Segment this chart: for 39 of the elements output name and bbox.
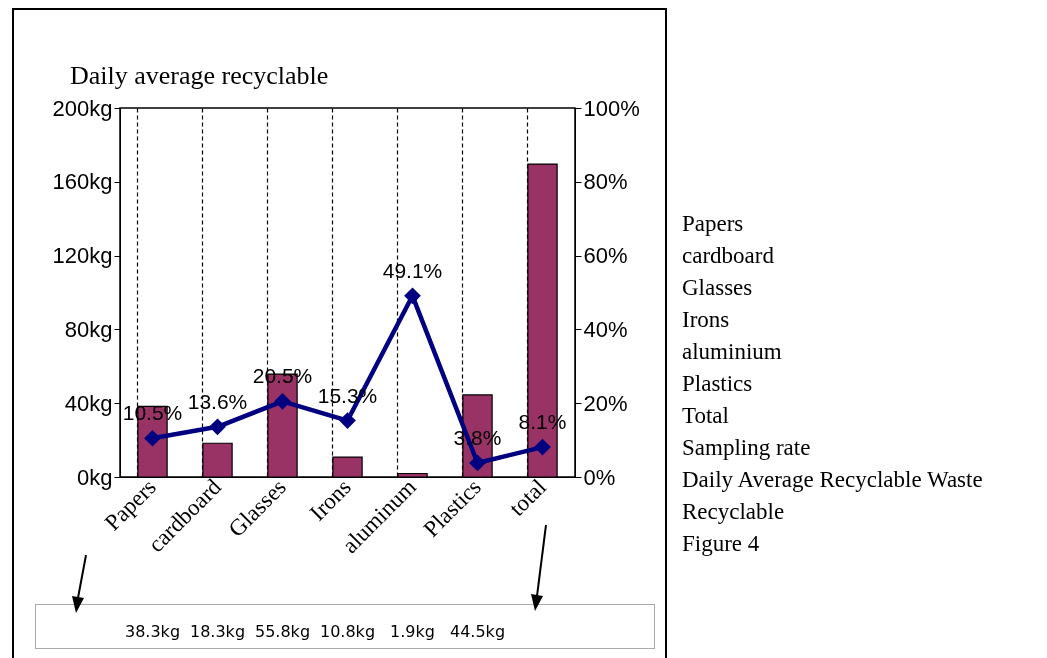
data-label: 13.6% bbox=[187, 389, 248, 413]
y-tick-label: 40kg bbox=[64, 390, 113, 416]
text: Sampling rate bbox=[682, 434, 812, 462]
data-label: 49.1% bbox=[382, 258, 443, 282]
data-label: 1.9kg bbox=[390, 622, 435, 641]
data-label: 38.3kg bbox=[124, 622, 181, 641]
text: cardboard bbox=[682, 242, 775, 270]
x-tick-label: total bbox=[504, 474, 551, 521]
chart-title: Daily average recyclable bbox=[70, 61, 329, 90]
point bbox=[339, 412, 356, 429]
y2-tick-label: 60% bbox=[583, 243, 628, 269]
text: Daily Average Recyclable Waste bbox=[682, 466, 983, 494]
point bbox=[404, 287, 421, 305]
text: Recyclable bbox=[682, 498, 786, 526]
data-label: 55.8kg bbox=[254, 622, 311, 641]
y2-tick-label: 80% bbox=[583, 169, 628, 195]
text: Irons bbox=[682, 306, 731, 334]
data-label: 20.5% bbox=[252, 364, 313, 388]
data-label: 44.5kg bbox=[449, 622, 506, 641]
y-tick-label: 120kg bbox=[52, 243, 113, 269]
point bbox=[274, 392, 291, 410]
text: Papers bbox=[682, 210, 745, 238]
y-tick-label: 80kg bbox=[64, 316, 113, 342]
point bbox=[209, 418, 226, 436]
data-label: 10.8kg bbox=[319, 622, 376, 641]
point bbox=[469, 454, 486, 472]
point bbox=[534, 438, 551, 456]
y2-tick-label: 100% bbox=[583, 95, 640, 121]
text: Plastics bbox=[682, 370, 754, 398]
caption: Figure 4 bbox=[682, 530, 761, 558]
y-tick-label: 160kg bbox=[52, 169, 113, 195]
y-tick-label: 200kg bbox=[52, 95, 113, 121]
text: Total bbox=[682, 402, 730, 430]
y2-tick-label: 20% bbox=[583, 390, 628, 416]
text: Glasses bbox=[682, 274, 754, 302]
text: aluminium bbox=[682, 338, 783, 366]
y2-tick-label: 40% bbox=[583, 316, 628, 342]
y2-tick-label: 0% bbox=[583, 464, 616, 490]
data-label: 18.3kg bbox=[189, 622, 246, 641]
